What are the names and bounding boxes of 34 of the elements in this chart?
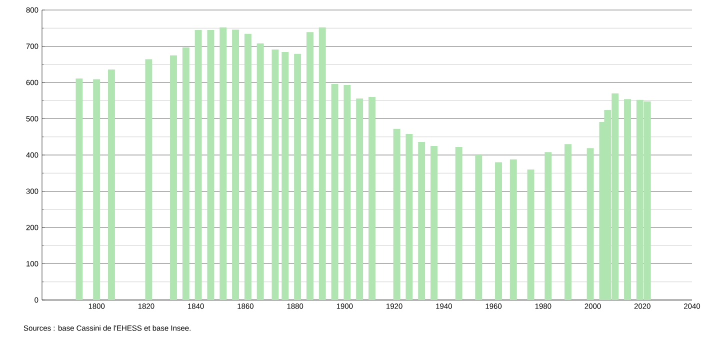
bar: [207, 30, 214, 300]
bar: [282, 52, 289, 300]
bar: [170, 55, 177, 300]
bar: [356, 98, 364, 300]
bar: [406, 134, 413, 300]
bar: [318, 27, 326, 300]
bar: [418, 142, 426, 300]
bar: [244, 34, 252, 300]
bar: [344, 85, 351, 300]
bar: [232, 30, 239, 300]
bar: [294, 54, 302, 300]
bar: [564, 144, 572, 300]
bar: [272, 50, 279, 300]
bar: [430, 146, 438, 300]
bar: [393, 128, 400, 300]
bar: [145, 59, 152, 300]
bar: [510, 159, 517, 300]
bar: [108, 69, 115, 300]
bar: [76, 78, 83, 300]
bar: [182, 47, 190, 300]
bar: [194, 30, 202, 300]
bar: [368, 97, 376, 300]
bar: [586, 148, 594, 300]
bar: [455, 147, 462, 300]
bar: [544, 152, 552, 300]
bar: [527, 170, 534, 300]
bar: [495, 162, 502, 300]
bar: [475, 155, 482, 300]
bar: [93, 79, 100, 300]
bar: [624, 99, 631, 300]
bar: [306, 32, 314, 300]
bar: [331, 84, 338, 300]
bar: [256, 43, 264, 300]
bar: [220, 27, 227, 300]
